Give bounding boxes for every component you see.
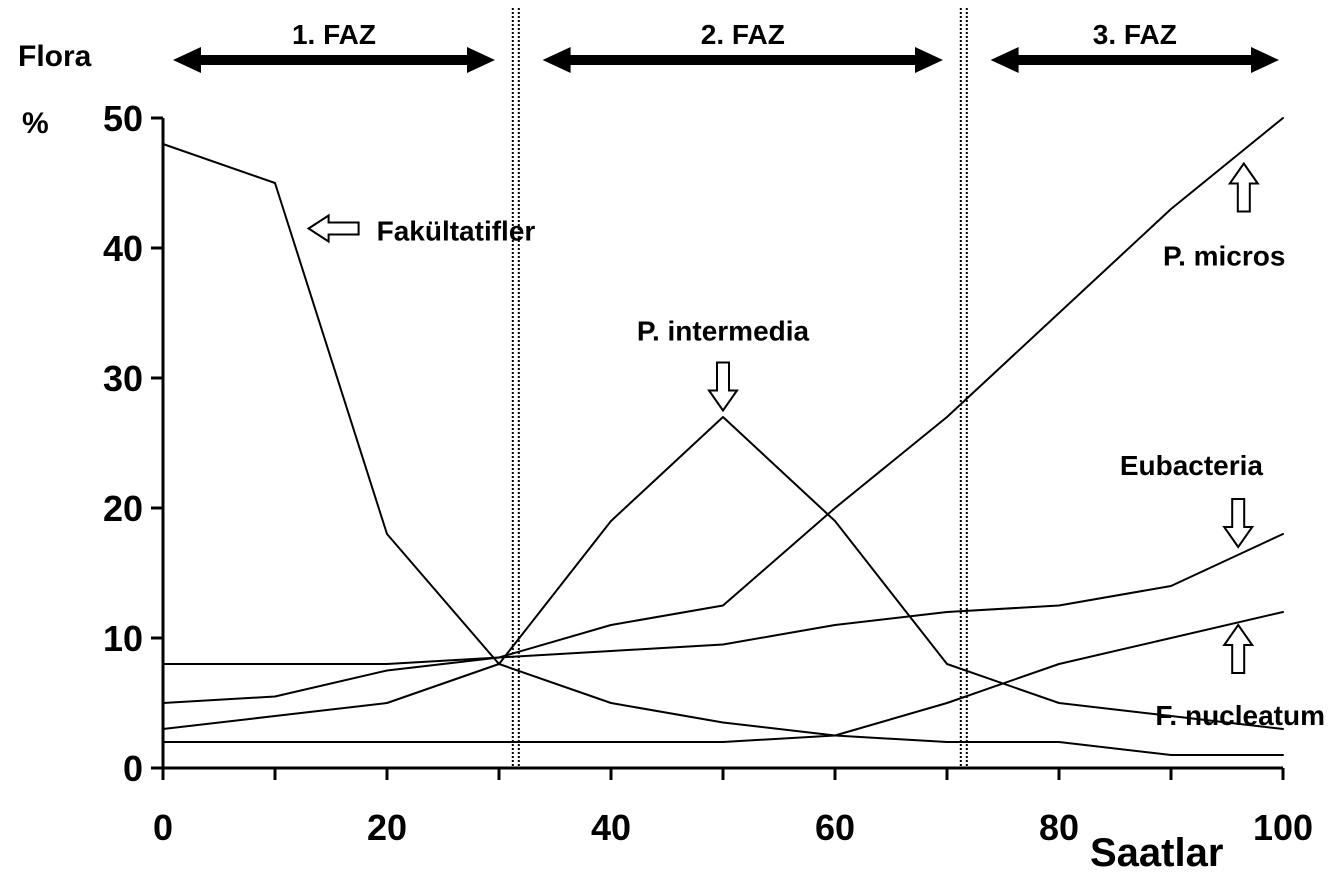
axis-layer: 0 10 20 30 40 50 0 20 40 60 80 100 [103, 98, 1313, 848]
x-tick-label: 20 [367, 807, 407, 848]
x-tick-label: 100 [1253, 807, 1313, 848]
annotation-label-5: F. nucleatum [1155, 700, 1325, 731]
x-tick-label: 80 [1039, 807, 1079, 848]
series-line-2 [162, 416, 1284, 730]
y-axis-title-line-2: % [22, 107, 49, 140]
annotation-arrow-4 [1222, 498, 1255, 549]
annotation-label-3: P. micros [1163, 241, 1285, 272]
y-tick-label: 40 [103, 228, 143, 269]
series-line-1 [162, 143, 1284, 756]
annotation-arrow-5 [1222, 623, 1255, 674]
divider-layer [511, 8, 968, 768]
phase-arrow-2 [542, 47, 943, 73]
phase-arrow-3 [990, 47, 1279, 73]
annotation-label-2: P. intermedia [637, 316, 810, 347]
y-tick-label: 50 [103, 98, 143, 139]
x-axis-title: Saatlar [1090, 831, 1223, 875]
phase-arrow-1 [173, 47, 495, 73]
annotation-label-1: Fakültatifler [377, 216, 536, 247]
series-layer [162, 117, 1284, 756]
annotation-arrow-2 [707, 361, 739, 413]
annotation-label-4: Eubacteria [1120, 450, 1264, 481]
y-tick-label: 30 [103, 358, 143, 399]
series-line-5 [162, 611, 1284, 743]
x-tick-label: 0 [153, 807, 173, 848]
y-tick-label: 0 [123, 748, 143, 789]
y-tick-label: 20 [103, 488, 143, 529]
series-line-4 [162, 533, 1284, 665]
text-layer: Flora % Saatlar [18, 40, 1223, 875]
phase-label-3: 3. FAZ [1093, 19, 1177, 50]
annotation-layer: Fakültatifler P. intermedia P. micros Eubac… [306, 161, 1325, 731]
phase-label-1: 1. FAZ [292, 19, 376, 50]
y-axis-title-line-1: Flora [18, 40, 92, 73]
phase-layer: 1. FAZ 2. FAZ 3. FAZ [173, 19, 1279, 73]
x-tick-label: 60 [815, 807, 855, 848]
y-tick-label: 10 [103, 618, 143, 659]
x-tick-label: 40 [591, 807, 631, 848]
series-line-3 [162, 117, 1284, 704]
phase-label-2: 2. FAZ [701, 19, 785, 50]
annotation-arrow-3 [1227, 161, 1260, 213]
annotation-arrow-1 [306, 213, 360, 244]
